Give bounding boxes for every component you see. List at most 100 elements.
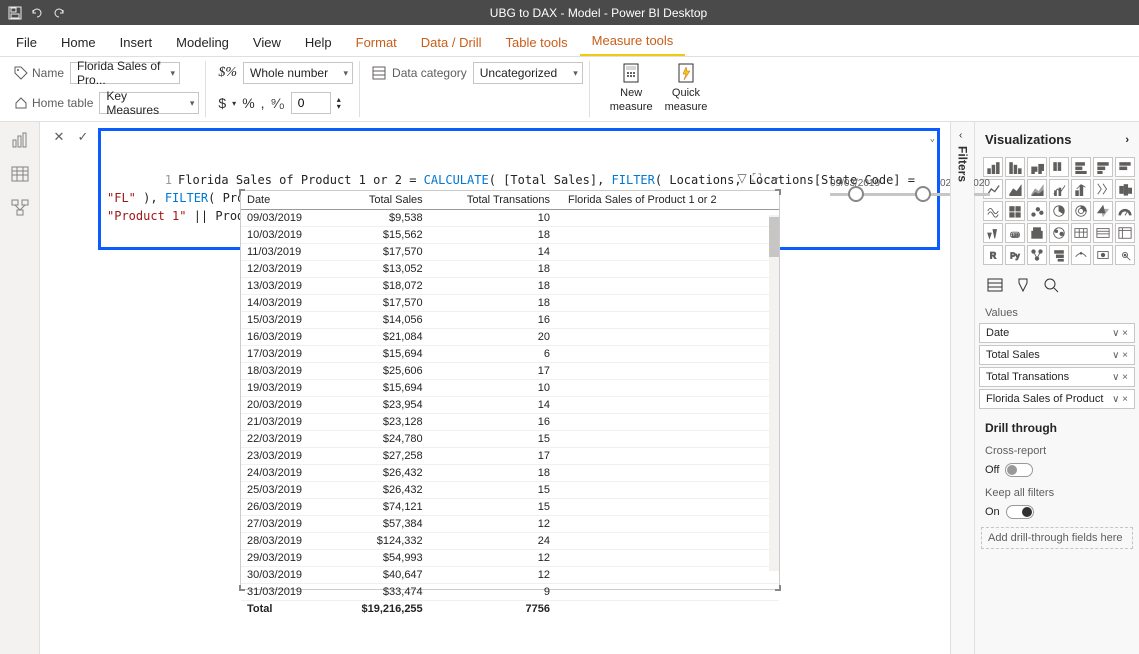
viz-type-icon[interactable] — [1049, 245, 1069, 265]
field-well[interactable]: Total Sales∨ × — [979, 345, 1135, 365]
drill-drop-hint[interactable]: Add drill-through fields here — [981, 527, 1133, 549]
table-row[interactable]: 23/03/2019$27,25817 — [241, 448, 779, 465]
table-row[interactable]: 17/03/2019$15,6946 — [241, 346, 779, 363]
data-table-visual[interactable]: ▽ ⛶ ⋯ DateTotal SalesTotal TransationsFl… — [240, 190, 780, 590]
viz-type-icon[interactable] — [983, 223, 1003, 243]
table-header[interactable]: Date — [241, 191, 331, 210]
viz-type-icon[interactable] — [1005, 201, 1025, 221]
field-menu-icon[interactable]: ∨ × — [1112, 394, 1128, 405]
chevron-right-icon[interactable]: › — [1125, 134, 1129, 146]
table-row[interactable]: 24/03/2019$26,43218 — [241, 465, 779, 482]
field-menu-icon[interactable]: ∨ × — [1112, 372, 1128, 383]
undo-icon[interactable] — [30, 6, 44, 20]
table-row[interactable]: 16/03/2019$21,08420 — [241, 329, 779, 346]
format-tab-icon[interactable] — [1015, 277, 1031, 293]
table-scrollbar[interactable] — [769, 215, 779, 571]
table-row[interactable]: 18/03/2019$25,60617 — [241, 363, 779, 380]
tab-tabletools[interactable]: Table tools — [493, 27, 579, 56]
table-header[interactable]: Florida Sales of Product 1 or 2 — [556, 191, 779, 210]
viz-type-icon[interactable] — [1093, 179, 1113, 199]
tab-datadrill[interactable]: Data / Drill — [409, 27, 494, 56]
data-view-icon[interactable] — [10, 164, 30, 184]
viz-type-icon[interactable] — [1005, 157, 1025, 177]
comma-button[interactable]: , — [261, 95, 265, 111]
slider-handle-right[interactable] — [915, 186, 931, 202]
expand-formula-icon[interactable]: ⌄ — [930, 133, 935, 147]
viz-type-icon[interactable] — [1049, 179, 1069, 199]
slider-handle-left[interactable] — [848, 186, 864, 202]
fields-tab-icon[interactable] — [987, 277, 1003, 293]
table-row[interactable]: 12/03/2019$13,05218 — [241, 261, 779, 278]
viz-type-icon[interactable] — [1027, 223, 1047, 243]
field-menu-icon[interactable]: ∨ × — [1112, 350, 1128, 361]
currency-button[interactable]: $ — [218, 95, 226, 111]
viz-type-icon[interactable]: Py — [1005, 245, 1025, 265]
table-row[interactable]: 14/03/2019$17,57018 — [241, 295, 779, 312]
table-row[interactable]: 22/03/2019$24,78015 — [241, 431, 779, 448]
viz-type-icon[interactable] — [1115, 201, 1135, 221]
viz-type-icon[interactable] — [1027, 245, 1047, 265]
table-row[interactable]: 27/03/2019$57,38412 — [241, 516, 779, 533]
table-row[interactable]: 15/03/2019$14,05616 — [241, 312, 779, 329]
tab-insert[interactable]: Insert — [108, 27, 165, 56]
table-header[interactable]: Total Sales — [331, 191, 429, 210]
field-well[interactable]: Date∨ × — [979, 323, 1135, 343]
field-well[interactable]: Florida Sales of Product∨ × — [979, 389, 1135, 409]
tab-file[interactable]: File — [4, 27, 49, 56]
tab-measuretools[interactable]: Measure tools — [580, 25, 686, 56]
percent-button[interactable]: % — [242, 95, 254, 111]
field-well[interactable]: Total Transations∨ × — [979, 367, 1135, 387]
focus-icon[interactable]: ⛶ — [753, 171, 761, 186]
tab-home[interactable]: Home — [49, 27, 108, 56]
quick-measure-button[interactable]: Quick measure — [665, 61, 708, 113]
table-row[interactable]: 09/03/2019$9,53810 — [241, 210, 779, 227]
tab-modeling[interactable]: Modeling — [164, 27, 241, 56]
keep-filters-toggle[interactable] — [1006, 505, 1034, 519]
commit-formula-button[interactable]: ✓ — [74, 128, 92, 146]
table-row[interactable]: 19/03/2019$15,69410 — [241, 380, 779, 397]
redo-icon[interactable] — [52, 6, 66, 20]
viz-type-icon[interactable] — [1071, 179, 1091, 199]
viz-type-icon[interactable] — [1071, 245, 1091, 265]
table-row[interactable]: 10/03/2019$15,56218 — [241, 227, 779, 244]
table-row[interactable]: 29/03/2019$54,99312 — [241, 550, 779, 567]
viz-type-icon[interactable] — [1115, 245, 1135, 265]
table-row[interactable]: 25/03/2019$26,43215 — [241, 482, 779, 499]
report-view-icon[interactable] — [10, 130, 30, 150]
cross-report-toggle[interactable] — [1005, 463, 1033, 477]
viz-type-icon[interactable] — [1071, 201, 1091, 221]
viz-type-icon[interactable] — [983, 201, 1003, 221]
viz-type-icon[interactable] — [1071, 223, 1091, 243]
decimal-group-button[interactable]: ⁹⁄₀ — [271, 95, 285, 111]
spinner-icon[interactable]: ▴▾ — [337, 96, 341, 110]
viz-type-icon[interactable] — [1093, 245, 1113, 265]
table-header[interactable]: Total Transations — [429, 191, 556, 210]
table-row[interactable]: 20/03/2019$23,95414 — [241, 397, 779, 414]
table-row[interactable]: 28/03/2019$124,33224 — [241, 533, 779, 550]
viz-type-icon[interactable]: R — [983, 245, 1003, 265]
viz-type-icon[interactable] — [983, 157, 1003, 177]
chevron-left-icon[interactable]: ‹ — [957, 128, 964, 143]
cancel-formula-button[interactable]: ✕ — [50, 128, 68, 146]
viz-type-icon[interactable] — [1115, 157, 1135, 177]
analytics-tab-icon[interactable] — [1043, 277, 1059, 293]
hometable-select[interactable]: Key Measures — [99, 92, 199, 114]
viz-type-icon[interactable] — [1115, 223, 1135, 243]
tab-view[interactable]: View — [241, 27, 293, 56]
table-row[interactable]: 11/03/2019$17,57014 — [241, 244, 779, 261]
category-select[interactable]: Uncategorized — [473, 62, 583, 84]
filter-icon[interactable]: ▽ — [737, 171, 746, 186]
name-input[interactable]: Florida Sales of Pro... — [70, 62, 180, 84]
more-icon[interactable]: ⋯ — [767, 171, 779, 186]
viz-type-icon[interactable] — [1093, 223, 1113, 243]
decimals-input[interactable] — [291, 92, 331, 114]
viz-type-icon[interactable] — [1027, 179, 1047, 199]
viz-type-icon[interactable] — [1071, 157, 1091, 177]
model-view-icon[interactable] — [10, 198, 30, 218]
table-row[interactable]: 26/03/2019$74,12115 — [241, 499, 779, 516]
viz-type-icon[interactable]: 123 — [1005, 223, 1025, 243]
tab-format[interactable]: Format — [344, 27, 409, 56]
filters-pane-collapsed[interactable]: ‹ Filters — [950, 122, 974, 654]
table-row[interactable]: 30/03/2019$40,64712 — [241, 567, 779, 584]
field-menu-icon[interactable]: ∨ × — [1112, 328, 1128, 339]
